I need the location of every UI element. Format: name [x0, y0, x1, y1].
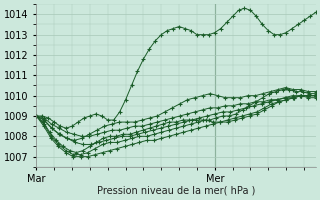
X-axis label: Pression niveau de la mer( hPa ): Pression niveau de la mer( hPa ) — [97, 186, 255, 196]
